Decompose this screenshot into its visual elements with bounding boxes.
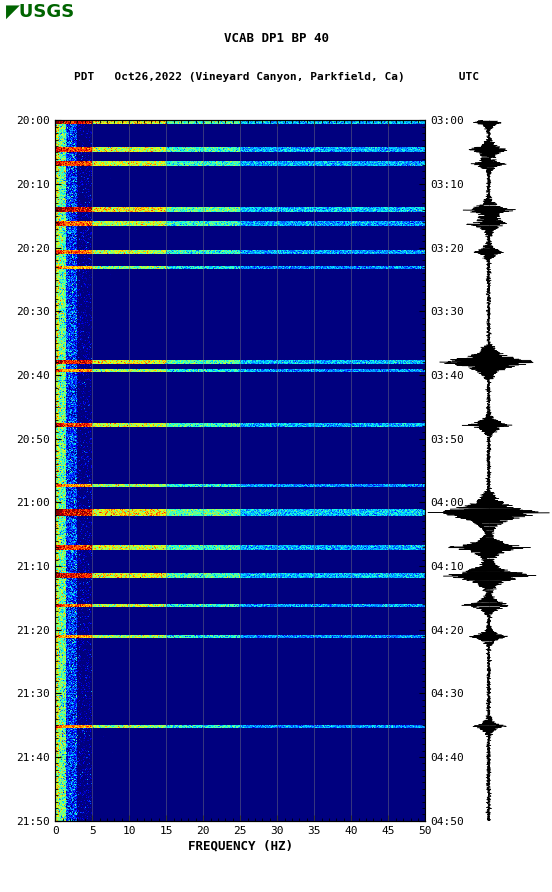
Text: VCAB DP1 BP 40: VCAB DP1 BP 40 [224, 32, 328, 45]
X-axis label: FREQUENCY (HZ): FREQUENCY (HZ) [188, 839, 293, 853]
Text: ◤USGS: ◤USGS [6, 3, 75, 21]
Text: PDT   Oct26,2022 (Vineyard Canyon, Parkfield, Ca)        UTC: PDT Oct26,2022 (Vineyard Canyon, Parkfie… [73, 72, 479, 82]
